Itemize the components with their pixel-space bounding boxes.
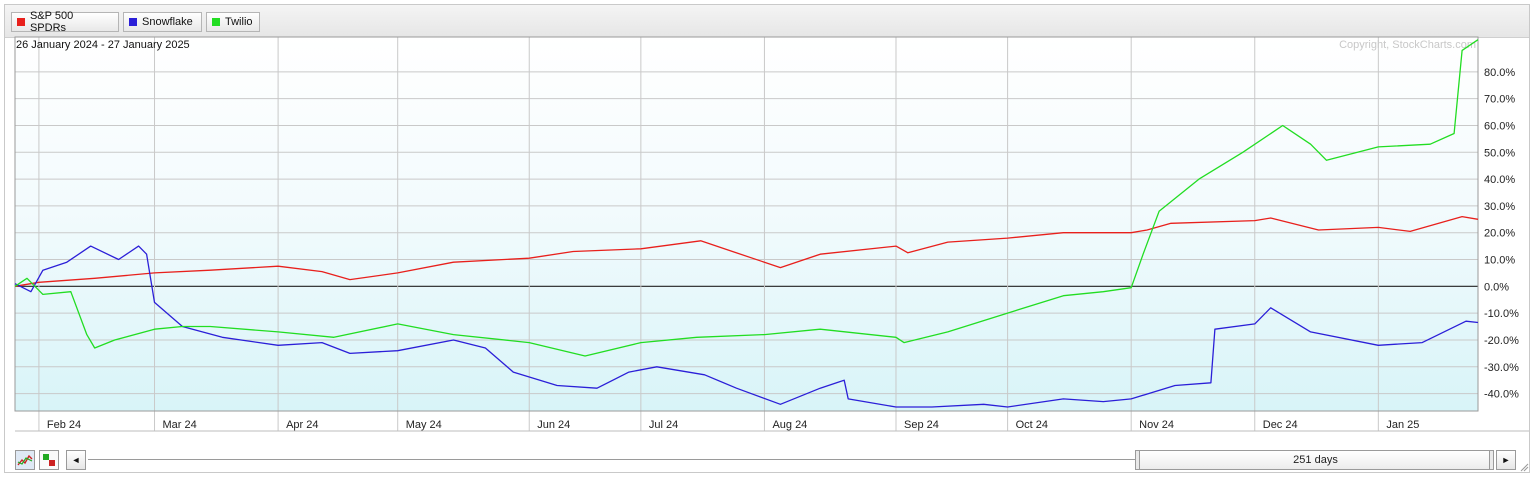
x-tick-label: Sep 24 (904, 419, 939, 431)
legend-bar: S&P 500 SPDRs Snowflake Twilio (5, 5, 1529, 38)
series-line-spy (14, 215, 1479, 287)
plot-area (15, 37, 1478, 411)
right-arrow-icon: ► (1501, 455, 1511, 465)
x-tick-label: Oct 24 (1016, 419, 1048, 431)
chart-panel: S&P 500 SPDRs Snowflake Twilio 80.0% 70.0… (4, 4, 1530, 473)
copyright-watermark: Copyright, StockCharts.com (1339, 39, 1476, 51)
x-tick-label: Feb 24 (47, 419, 81, 431)
legend-label: Snowflake (142, 16, 193, 28)
scroll-left-button[interactable]: ◄ (66, 450, 86, 470)
y-tick-label: 10.0% (1484, 255, 1515, 267)
x-tick-label: Aug 24 (772, 419, 807, 431)
legend-item-twilio[interactable]: Twilio (206, 12, 260, 32)
y-tick-label: -30.0% (1484, 362, 1519, 374)
y-tick-label: 50.0% (1484, 147, 1515, 159)
y-tick-label: -20.0% (1484, 335, 1519, 347)
resize-grip-icon[interactable] (1519, 462, 1529, 472)
series-color-swatch (129, 18, 137, 26)
series-color-swatch (212, 18, 220, 26)
plot-border (14, 36, 1479, 412)
series-color-swatch (17, 18, 25, 26)
timeline-toolbar: ◄ 251 days ► (5, 444, 1529, 474)
series-line-twilio (14, 39, 1479, 357)
y-tick-label: -10.0% (1484, 308, 1519, 320)
legend-item-spy[interactable]: S&P 500 SPDRs (11, 10, 119, 34)
y-tick-label: 30.0% (1484, 201, 1515, 213)
line-chart-mode-icon[interactable] (15, 450, 35, 470)
y-tick-label: 40.0% (1484, 174, 1515, 186)
y-tick-label: -40.0% (1484, 389, 1519, 401)
range-days-label: 251 days (1293, 454, 1338, 466)
timeline-track[interactable] (88, 459, 1135, 460)
y-tick-label: 70.0% (1484, 94, 1515, 106)
chart-subtitle: 26 January 2024 - 27 January 2025 (16, 39, 190, 51)
y-tick-label: 60.0% (1484, 120, 1515, 132)
x-tick-label: Apr 24 (286, 419, 318, 431)
series-line-snowflake (14, 245, 1479, 408)
performance-chart: 80.0% 70.0% 60.0% 50.0% 40.0% 30.0% 20.0% 10.0%… (14, 36, 1529, 432)
x-tick-label: Mar 24 (163, 419, 197, 431)
x-tick-label: Jun 24 (537, 419, 570, 431)
x-tick-label: Jul 24 (649, 419, 678, 431)
bar-chart-mode-icon[interactable] (39, 450, 59, 470)
y-tick-label: 20.0% (1484, 228, 1515, 240)
legend-label: S&P 500 SPDRs (29, 10, 74, 34)
x-tick-label: Nov 24 (1139, 419, 1174, 431)
x-tick-label: Jan 25 (1386, 419, 1419, 431)
y-tick-label: 0.0% (1484, 281, 1509, 293)
x-tick-label: Dec 24 (1263, 419, 1298, 431)
y-tick-label: 80.0% (1484, 67, 1515, 79)
legend-label: Twilio (225, 16, 253, 28)
range-end-handle[interactable] (1489, 450, 1494, 470)
scroll-right-button[interactable]: ► (1496, 450, 1516, 470)
x-tick-label: May 24 (406, 419, 442, 431)
range-selector[interactable]: 251 days (1139, 450, 1492, 470)
legend-item-snowflake[interactable]: Snowflake (123, 12, 202, 32)
left-arrow-icon: ◄ (71, 455, 81, 465)
